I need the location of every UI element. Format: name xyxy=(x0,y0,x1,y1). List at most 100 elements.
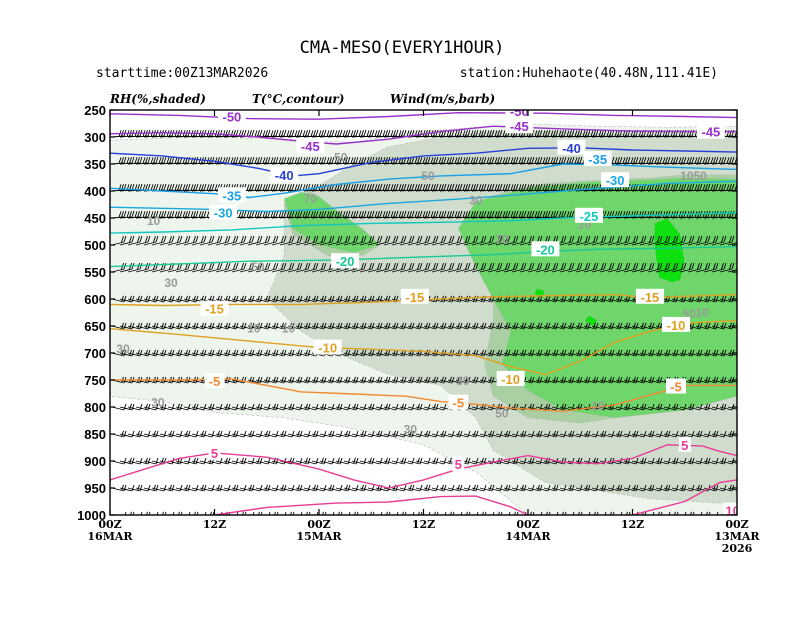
temperature-label--45: -45 xyxy=(301,139,320,154)
y-tick-label-550: 550 xyxy=(84,265,106,280)
temperature-label-bg xyxy=(557,139,586,155)
rh-label-30: 30 xyxy=(456,374,470,388)
x-tick-label: 2026 xyxy=(722,542,753,555)
temperature-contour--45-1 xyxy=(110,125,737,145)
temperature-contour-5-11 xyxy=(214,495,529,515)
temperature-label-10: 10 xyxy=(725,504,739,519)
wind-barb-row-350 xyxy=(111,156,737,165)
rh-label-30: 30 xyxy=(404,423,418,437)
rh-label-50: 50 xyxy=(251,260,265,274)
temperature-label--10: -10 xyxy=(318,341,337,356)
y-tick-label-950: 950 xyxy=(84,481,106,496)
temperature-label-bg xyxy=(635,288,664,304)
y-tick-label-1000: 1000 xyxy=(77,508,106,523)
wind-barb-row-450 xyxy=(111,210,737,219)
temperature-label--20: -20 xyxy=(536,242,555,257)
temperature-label-bg xyxy=(601,172,630,188)
temperature-label-bg xyxy=(505,118,534,134)
y-tick-label-850: 850 xyxy=(84,427,106,442)
wind-barb-row-850 xyxy=(111,430,737,438)
y-tick-label-700: 700 xyxy=(84,346,106,361)
temperature-label-bg xyxy=(696,123,725,139)
rh-region-90-7 xyxy=(584,314,599,327)
rh-label-10: 10 xyxy=(696,306,710,320)
rh-label-30: 30 xyxy=(151,396,165,410)
temperature-label--15: -15 xyxy=(405,290,424,305)
temperature-label--20: -20 xyxy=(336,254,355,269)
temperature-label-5: 5 xyxy=(211,446,218,461)
y-tick-label-250: 250 xyxy=(84,103,106,118)
rh-label-30: 30 xyxy=(116,342,130,356)
rh-label-70: 70 xyxy=(495,233,509,247)
temperature-contour--35-3 xyxy=(110,163,737,199)
temperature-label--5: -5 xyxy=(209,374,221,389)
temperature-label-bg xyxy=(217,187,246,203)
temperature-label--40: -40 xyxy=(275,168,294,183)
rh-label-10: 10 xyxy=(591,399,605,413)
temperature-label--40: -40 xyxy=(562,141,581,156)
x-tick-label: 12Z xyxy=(203,518,226,531)
temperature-label--35: -35 xyxy=(223,188,242,203)
station-label: station:Huhehaote(40.48N,111.41E) xyxy=(460,66,718,81)
y-tick-label-350: 350 xyxy=(84,157,106,172)
temperature-label-bg xyxy=(217,110,246,124)
y-tick-label-400: 400 xyxy=(84,184,106,199)
temperature-label--10: -10 xyxy=(667,318,686,333)
temperature-label-bg xyxy=(400,288,429,304)
temperature-label-5: 5 xyxy=(681,438,688,453)
temperature-label-bg xyxy=(331,253,360,269)
temperature-label--5: -5 xyxy=(453,396,465,411)
rh-label-10: 10 xyxy=(282,322,296,336)
temperature-label--45: -45 xyxy=(510,119,529,134)
temperature-label--30: -30 xyxy=(214,206,233,221)
temperature-label-bg xyxy=(452,456,465,472)
temperature-label--50: -50 xyxy=(510,104,529,119)
x-tick-label: 00Z xyxy=(307,518,330,531)
temperature-label--5: -5 xyxy=(670,380,682,395)
rh-label-70: 70 xyxy=(304,192,318,206)
temperature-label-bg xyxy=(662,316,690,332)
legend-wind: Wind(m/s,barb) xyxy=(390,92,495,106)
temperature-label--15: -15 xyxy=(641,290,660,305)
x-tick-label: 13MAR xyxy=(714,530,760,543)
temperature-label-bg xyxy=(531,241,560,257)
temperature-label-bg xyxy=(666,378,686,394)
rh-label-1050: 1050 xyxy=(680,169,707,183)
temperature-label-5: 5 xyxy=(455,457,462,472)
temperature-label--10: -10 xyxy=(501,372,520,387)
temperature-label--35: -35 xyxy=(588,152,607,167)
rh-label-50: 50 xyxy=(334,151,348,165)
temperature-label-bg xyxy=(313,339,342,355)
chart-title: CMA-MESO(EVERY1HOUR) xyxy=(300,38,505,58)
y-axis-pressure: 2503003504004505005506006507007508008509… xyxy=(77,103,737,523)
temperature-label--50: -50 xyxy=(223,110,242,125)
temperature-label-bg xyxy=(270,166,299,182)
x-tick-label: 00Z xyxy=(725,518,748,531)
x-tick-label: 00Z xyxy=(516,518,539,531)
rh-label-10: 10 xyxy=(147,214,161,228)
rh-label-30: 30 xyxy=(164,276,178,290)
temperature-contour--40-2 xyxy=(110,147,737,177)
temperature-label-bg xyxy=(204,373,225,389)
y-tick-label-750: 750 xyxy=(84,373,106,388)
legend-temperature: T(°C,contour) xyxy=(252,92,344,106)
rh-label-30: 30 xyxy=(469,194,483,208)
temperature-label-bg xyxy=(678,436,691,452)
temperature-label-bg xyxy=(722,502,737,515)
rh-label-10: 10 xyxy=(247,322,261,336)
temperature-label--25: -25 xyxy=(580,209,599,224)
x-tick-label: 15MAR xyxy=(296,530,342,543)
temperature-label-bg xyxy=(200,300,229,316)
start-time-label: starttime:00Z13MAR2026 xyxy=(96,66,268,81)
legend-rh: RH(%,shaded) xyxy=(109,92,206,106)
temperature-label-bg xyxy=(209,204,238,220)
y-tick-label-800: 800 xyxy=(84,400,106,415)
temperature-contour-10-12 xyxy=(632,479,737,515)
y-tick-label-650: 650 xyxy=(84,319,106,334)
x-tick-label: 14MAR xyxy=(505,530,551,543)
temperature-contour--20-6 xyxy=(110,245,737,268)
temperature-contour--25-5 xyxy=(110,211,737,234)
